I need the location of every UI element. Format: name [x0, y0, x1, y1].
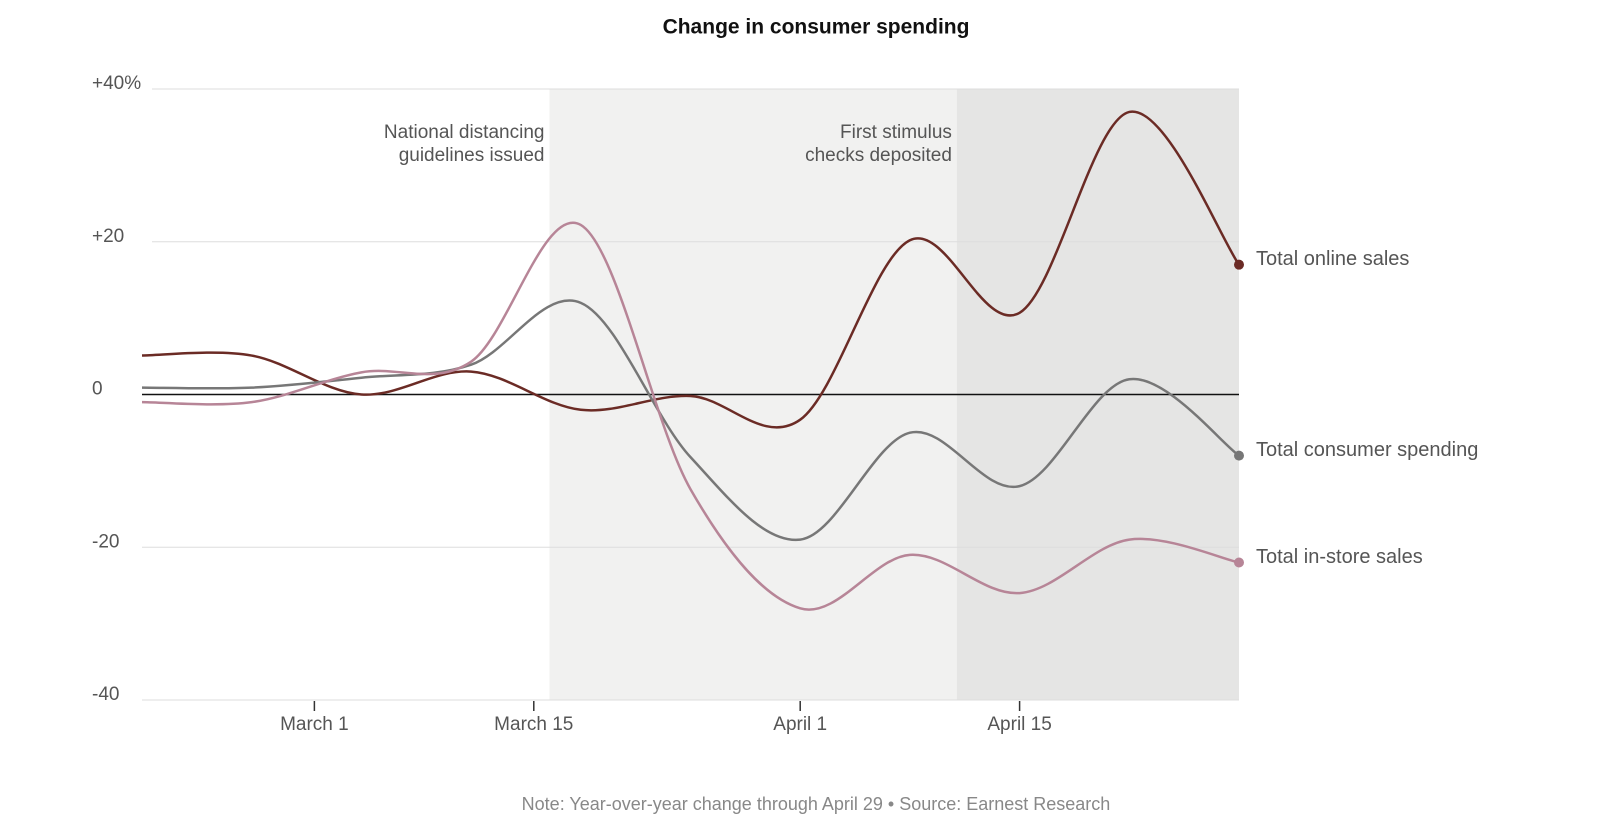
y-tick-label: +40%	[92, 73, 141, 94]
series-label: Total consumer spending	[1256, 439, 1478, 461]
series-label: Total in-store sales	[1256, 546, 1423, 568]
annotation: guidelines issued	[399, 145, 545, 166]
annotation: checks deposited	[805, 145, 952, 166]
annotation: First stimulus	[840, 122, 952, 143]
annotation: National distancing	[384, 122, 545, 143]
chart-note: Note: Year-over-year change through Apri…	[522, 794, 1111, 814]
end-dot	[1234, 557, 1244, 568]
y-tick-label: +20	[92, 226, 124, 247]
line	[141, 221, 1240, 611]
y-tick-label: 0	[92, 379, 103, 400]
x-tick-label: March 15	[494, 714, 573, 735]
y-tick-label: -20	[92, 531, 119, 552]
x-tick-label: April 15	[987, 714, 1051, 735]
line	[141, 110, 1241, 429]
y-tick-label: -40	[92, 684, 119, 705]
x-tick-label: March 1	[280, 714, 349, 735]
line	[141, 299, 1240, 541]
end-dot	[1234, 450, 1244, 461]
end-dot	[1234, 259, 1244, 270]
chart-title: Change in consumer spending	[663, 16, 970, 39]
x-tick-label: April 1	[773, 714, 827, 735]
series-label: Total online sales	[1256, 248, 1409, 270]
